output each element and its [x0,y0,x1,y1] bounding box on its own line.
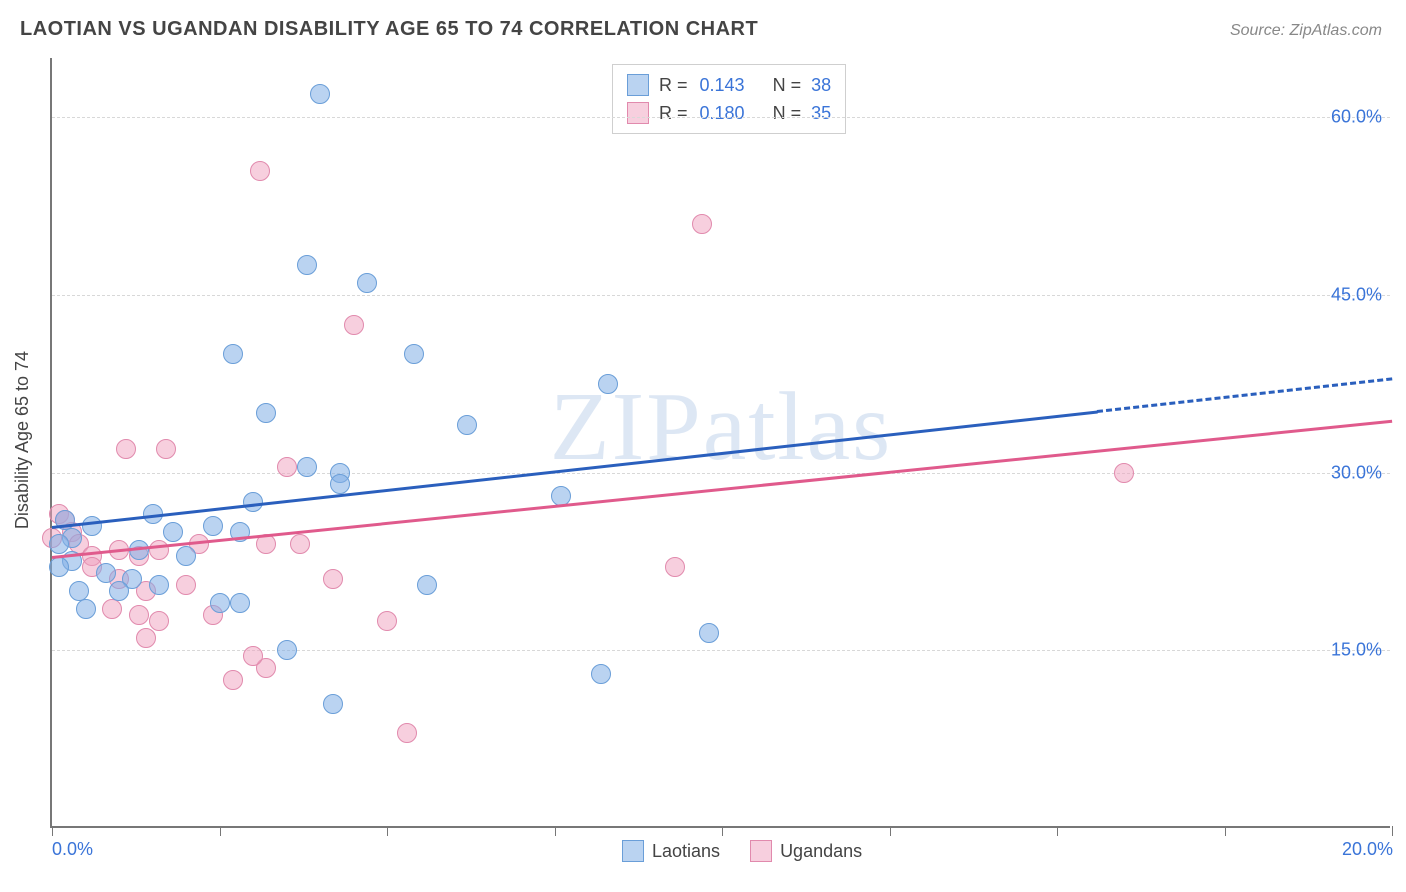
data-point [277,457,297,477]
x-tick-label: 0.0% [52,839,93,860]
y-axis-label: Disability Age 65 to 74 [12,351,33,529]
data-point [591,664,611,684]
gridline [52,117,1390,118]
correlation-legend: R = 0.143 N = 38 R = 0.180 N = 35 [612,64,846,134]
r-label: R = [659,103,688,124]
data-point [297,255,317,275]
data-point [692,214,712,234]
source-attribution: Source: ZipAtlas.com [1230,22,1382,40]
data-point [163,522,183,542]
n-label: N = [773,103,802,124]
data-point [149,611,169,631]
legend-item: Ugandans [750,840,862,862]
data-point [598,374,618,394]
data-point [210,593,230,613]
data-point [699,623,719,643]
legend-item: Laotians [622,840,720,862]
data-point [102,599,122,619]
r-label: R = [659,75,688,96]
swatch-laotians [627,74,649,96]
data-point [116,439,136,459]
data-point [404,344,424,364]
data-point [223,670,243,690]
r-value: 0.143 [700,75,745,96]
series-legend: Laotians Ugandans [622,840,862,862]
data-point [203,516,223,536]
data-point [49,557,69,577]
data-point [250,161,270,181]
data-point [323,694,343,714]
data-point [377,611,397,631]
trend-line [52,419,1392,558]
data-point [49,534,69,554]
data-point [96,563,116,583]
data-point [176,575,196,595]
data-point [129,605,149,625]
x-tick [1392,826,1393,836]
data-point [109,581,129,601]
legend-label: Ugandans [780,841,862,862]
x-tick [1057,826,1058,836]
x-tick [555,826,556,836]
plot-area: ZIPatlas R = 0.143 N = 38 R = 0.180 N = … [50,58,1390,828]
y-tick-label: 60.0% [1331,107,1382,128]
data-point [243,646,263,666]
data-point [176,546,196,566]
trend-line [52,410,1098,528]
data-point [330,474,350,494]
data-point [149,540,169,560]
x-tick [220,826,221,836]
gridline [52,295,1390,296]
data-point [76,599,96,619]
y-tick-label: 30.0% [1331,462,1382,483]
legend-row-ugandans: R = 0.180 N = 35 [627,99,831,127]
x-tick-label: 20.0% [1342,839,1393,860]
n-value: 38 [811,75,831,96]
data-point [323,569,343,589]
y-tick-label: 15.0% [1331,640,1382,661]
data-point [297,457,317,477]
data-point [417,575,437,595]
trend-line-dashed [1097,378,1392,414]
data-point [310,84,330,104]
gridline [52,473,1390,474]
data-point [397,723,417,743]
n-label: N = [773,75,802,96]
r-value: 0.180 [700,103,745,124]
swatch-ugandans [627,102,649,124]
data-point [149,575,169,595]
x-tick [722,826,723,836]
n-value: 35 [811,103,831,124]
data-point [357,273,377,293]
legend-label: Laotians [652,841,720,862]
swatch-icon [750,840,772,862]
x-tick [890,826,891,836]
data-point [290,534,310,554]
legend-row-laotians: R = 0.143 N = 38 [627,71,831,99]
data-point [277,640,297,660]
data-point [344,315,364,335]
x-tick [52,826,53,836]
y-tick-label: 45.0% [1331,284,1382,305]
swatch-icon [622,840,644,862]
data-point [665,557,685,577]
data-point [82,516,102,536]
x-tick [387,826,388,836]
data-point [457,415,477,435]
data-point [156,439,176,459]
chart-title: LAOTIAN VS UGANDAN DISABILITY AGE 65 TO … [20,18,758,41]
data-point [230,593,250,613]
data-point [1114,463,1134,483]
x-tick [1225,826,1226,836]
data-point [256,403,276,423]
data-point [223,344,243,364]
data-point [136,628,156,648]
chart-container: LAOTIAN VS UGANDAN DISABILITY AGE 65 TO … [0,0,1406,892]
